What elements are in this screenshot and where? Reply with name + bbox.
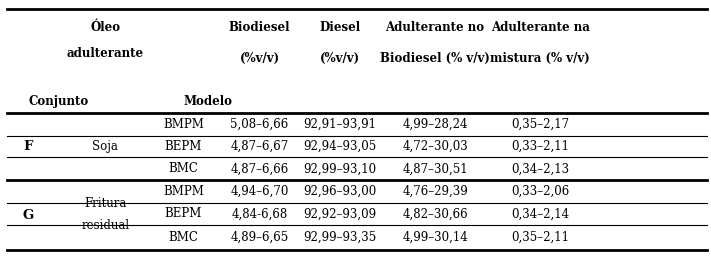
Text: 0,35–2,17: 0,35–2,17 — [511, 118, 570, 131]
Text: 4,84-6,68: 4,84-6,68 — [231, 207, 288, 221]
Text: Adulterante na: Adulterante na — [491, 22, 590, 34]
Text: 4,87–6,67: 4,87–6,67 — [230, 140, 289, 153]
Text: BEPM: BEPM — [165, 140, 202, 153]
Text: 4,89–6,65: 4,89–6,65 — [230, 231, 289, 244]
Text: Óleo: Óleo — [90, 22, 120, 34]
Text: residual: residual — [81, 219, 129, 232]
Text: 4,82–30,66: 4,82–30,66 — [402, 207, 468, 221]
Text: Fritura: Fritura — [84, 197, 127, 210]
Text: Conjunto: Conjunto — [28, 95, 89, 108]
Text: 92,91–93,91: 92,91–93,91 — [304, 118, 376, 131]
Text: 92,96–93,00: 92,96–93,00 — [303, 185, 377, 198]
Text: Biodiesel (% v/v): Biodiesel (% v/v) — [380, 52, 490, 65]
Text: 0,35–2,11: 0,35–2,11 — [511, 231, 570, 244]
Text: 92,92–93,09: 92,92–93,09 — [304, 207, 376, 221]
Text: (%v/v): (%v/v) — [240, 52, 279, 65]
Text: 4,99–30,14: 4,99–30,14 — [402, 231, 468, 244]
Text: 92,99–93,35: 92,99–93,35 — [303, 231, 377, 244]
Text: 4,72–30,03: 4,72–30,03 — [402, 140, 468, 153]
Text: 5,08–6,66: 5,08–6,66 — [230, 118, 289, 131]
Text: 4,76–29,39: 4,76–29,39 — [402, 185, 468, 198]
Text: 92,99–93,10: 92,99–93,10 — [304, 162, 376, 175]
Text: 0,34–2,13: 0,34–2,13 — [511, 162, 570, 175]
Text: Biodiesel: Biodiesel — [229, 22, 290, 34]
Text: 4,99–28,24: 4,99–28,24 — [402, 118, 468, 131]
Text: BEPM: BEPM — [165, 207, 202, 221]
Text: G: G — [23, 209, 34, 222]
Text: 4,87–6,66: 4,87–6,66 — [230, 162, 289, 175]
Text: 0,33–2,11: 0,33–2,11 — [511, 140, 570, 153]
Text: (%v/v): (%v/v) — [320, 52, 360, 65]
Text: adulterante: adulterante — [67, 47, 144, 60]
Text: BMC: BMC — [169, 231, 198, 244]
Text: 0,34–2,14: 0,34–2,14 — [511, 207, 570, 221]
Text: 92,94–93,05: 92,94–93,05 — [303, 140, 377, 153]
Text: F: F — [23, 140, 33, 153]
Text: 0,33–2,06: 0,33–2,06 — [511, 185, 570, 198]
Text: 4,94–6,70: 4,94–6,70 — [230, 185, 289, 198]
Text: mistura (% v/v): mistura (% v/v) — [491, 52, 590, 65]
Text: Diesel: Diesel — [319, 22, 360, 34]
Text: 4,87–30,51: 4,87–30,51 — [402, 162, 468, 175]
Text: Modelo: Modelo — [183, 95, 232, 108]
Text: BMPM: BMPM — [163, 118, 204, 131]
Text: BMPM: BMPM — [163, 185, 204, 198]
Text: Adulterante no: Adulterante no — [385, 22, 485, 34]
Text: BMC: BMC — [169, 162, 198, 175]
Text: Soja: Soja — [92, 140, 118, 153]
